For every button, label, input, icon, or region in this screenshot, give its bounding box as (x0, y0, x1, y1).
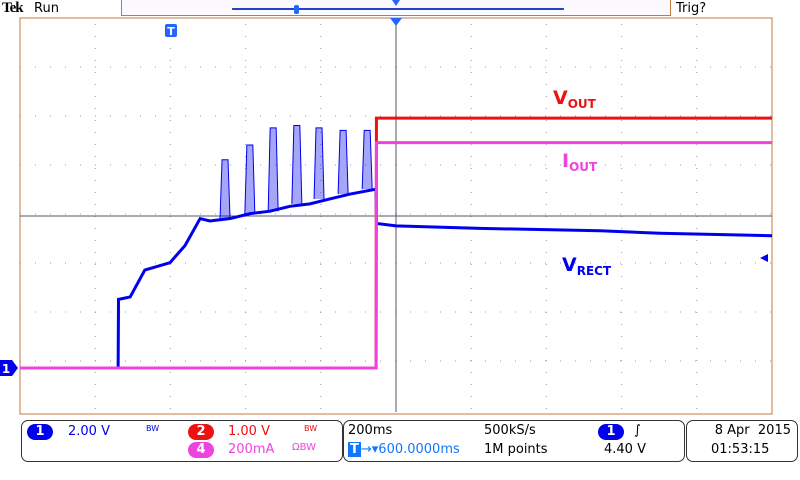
vout-label: VOUT (553, 87, 596, 111)
trigger-source-badge[interactable]: 1 (598, 424, 624, 440)
horizontal-position: T →▾600.0000ms (348, 442, 460, 457)
trace-spike (313, 127, 325, 199)
trace-vrect (20, 187, 773, 370)
trigger-time-marker-label: T (167, 25, 175, 38)
trigger-position-marker-icon (390, 18, 402, 26)
ch2-badge[interactable]: 2 (188, 424, 214, 440)
record-window[interactable] (232, 8, 564, 10)
sample-rate: 500kS/s (484, 423, 536, 438)
trigger-time-marker-icon (165, 24, 177, 37)
trace-spike (267, 127, 279, 212)
vrect-label: VRECT (562, 254, 612, 278)
record-trigger-marker-icon (294, 5, 299, 14)
trigger-position-icon: T (348, 442, 361, 457)
ch4-termination-bw: ΩBW (292, 442, 317, 453)
ch1-ground-marker-icon (0, 360, 18, 376)
trigger-level: 4.40 V (604, 442, 646, 457)
rising-edge-icon: ∫ (634, 423, 641, 438)
trace-spike (337, 129, 349, 195)
record-length: 1M points (484, 442, 548, 457)
ch1-bw-limit: BW (146, 424, 160, 433)
record-view-bar[interactable] (121, 0, 671, 16)
waveform-display[interactable]: T1 (0, 0, 800, 420)
vertical-settings-panel[interactable]: 1 2.00 V BW 2 1.00 V BW 4 200mA ΩBW (21, 420, 343, 462)
datetime-panel: 8 Apr 2015 01:53:15 (686, 420, 798, 462)
ch4-badge[interactable]: 4 (188, 442, 214, 458)
trace-spike (361, 129, 373, 190)
horizontal-trigger-panel[interactable]: 200ms T →▾600.0000ms 500kS/s 1M points 1 … (343, 420, 685, 462)
ch2-bw-limit: BW (304, 424, 318, 433)
iout-label: IOUT (562, 150, 598, 174)
brand-logo: Tek (2, 0, 24, 16)
ch1-badge[interactable]: 1 (27, 424, 53, 440)
ch4-scale: 200mA (228, 442, 275, 457)
ch2-scale: 1.00 V (228, 424, 270, 439)
record-center-marker-icon (392, 0, 400, 6)
time-scale: 200ms (348, 423, 393, 438)
trace-spike (244, 144, 256, 214)
time: 01:53:15 (711, 442, 770, 457)
trace-spike (219, 159, 231, 219)
ch1-scale: 2.00 V (68, 424, 110, 439)
trace-iout (20, 141, 772, 370)
trigger-level-marker-icon (760, 254, 768, 262)
trace-spike (291, 124, 303, 204)
trigger-status: Trig? (676, 1, 707, 16)
ch1-ground-marker-label: 1 (2, 362, 10, 376)
date: 8 Apr 2015 (714, 423, 791, 438)
acquisition-state: Run (34, 1, 59, 16)
